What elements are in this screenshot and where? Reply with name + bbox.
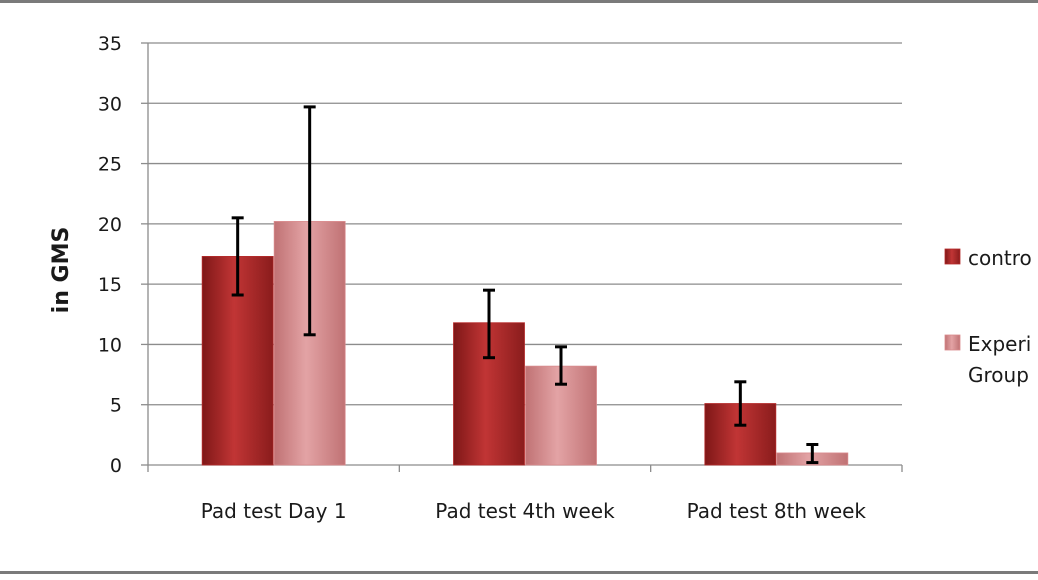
legend: contro Experi Group: [944, 246, 1032, 387]
frame-top-border: [0, 0, 1038, 3]
y-tick-label: 5: [110, 395, 122, 417]
y-tick-label: 0: [110, 455, 122, 477]
bars: [201, 221, 849, 466]
error-bars: [231, 105, 819, 465]
x-tick-label: Pad test Day 1: [201, 499, 347, 523]
legend-label: Experi: [968, 332, 1031, 356]
frame-bottom-border: [0, 571, 1038, 574]
x-tick-label: Pad test 4th week: [435, 499, 615, 523]
y-tick-label: 30: [98, 93, 122, 115]
gridlines: [148, 42, 902, 406]
y-tick-label: 35: [98, 33, 122, 55]
legend-label: contro: [968, 246, 1032, 270]
y-tick-label: 10: [98, 334, 122, 356]
y-tick-label: 15: [98, 274, 122, 296]
x-tick-label: Pad test 8th week: [687, 499, 867, 523]
axes: [141, 42, 903, 472]
legend-swatch-control: [944, 248, 961, 265]
y-tick-label: 25: [98, 154, 122, 176]
y-tick-label: 20: [98, 214, 122, 236]
bar-control: [201, 256, 274, 466]
legend-label: Group: [968, 363, 1029, 387]
axis-labels: 0 5 10 15 20 25 30 35 Pad test Day 1 Pad test 4th…: [49, 33, 866, 523]
y-axis-title: in GMS: [49, 227, 74, 314]
legend-swatch-experimental: [944, 334, 961, 351]
